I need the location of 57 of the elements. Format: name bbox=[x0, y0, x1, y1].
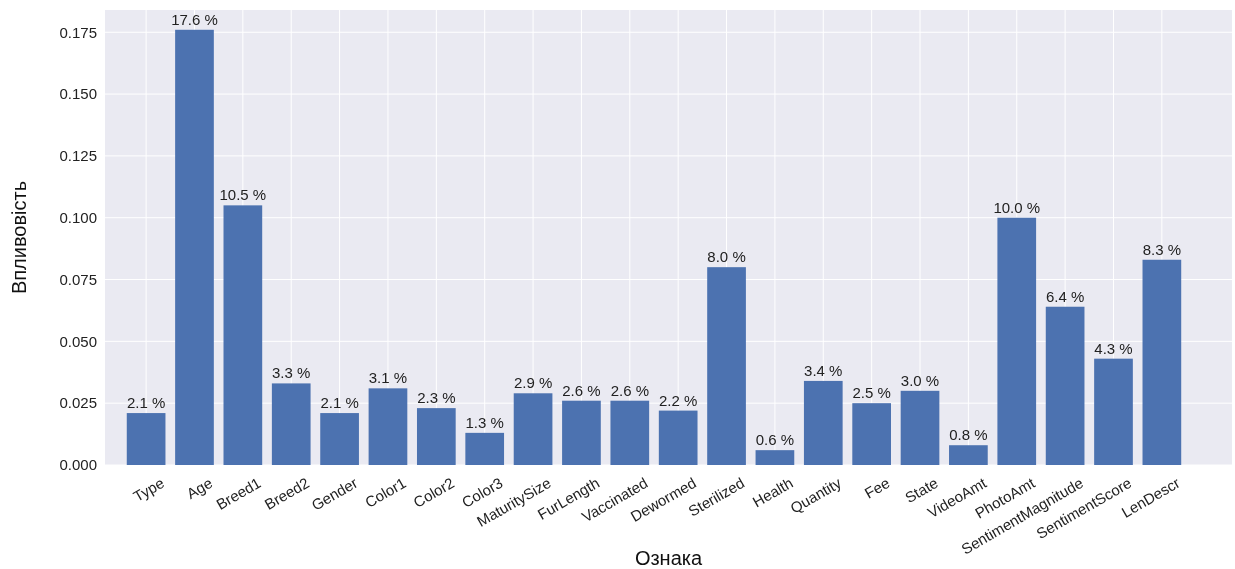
bar bbox=[610, 400, 650, 465]
data-label: 0.8 % bbox=[949, 426, 988, 444]
bar bbox=[368, 388, 408, 465]
bar bbox=[175, 29, 214, 465]
y-tick-label: 0.075 bbox=[59, 270, 97, 288]
data-label: 2.9 % bbox=[513, 374, 553, 392]
x-axis-title: Ознака bbox=[634, 547, 703, 569]
bar bbox=[755, 450, 795, 465]
bar bbox=[513, 393, 553, 465]
bar bbox=[1094, 358, 1133, 465]
data-label: 3.1 % bbox=[368, 369, 408, 387]
y-tick-label: 0.175 bbox=[59, 23, 97, 41]
data-label: 4.3 % bbox=[1094, 339, 1133, 357]
data-label: 2.1 % bbox=[126, 394, 166, 412]
data-label: 10.0 % bbox=[993, 198, 1041, 216]
data-label: 2.1 % bbox=[320, 394, 359, 412]
bar bbox=[126, 413, 166, 465]
x-tick-label: Age bbox=[183, 473, 216, 503]
bar bbox=[900, 390, 940, 465]
x-tick-label: Fee bbox=[861, 473, 893, 502]
data-label: 3.0 % bbox=[900, 371, 940, 389]
bar bbox=[949, 445, 988, 465]
data-label: 17.6 % bbox=[171, 10, 218, 28]
y-axis-title: Впливовість bbox=[8, 180, 30, 295]
data-label: 8.3 % bbox=[1142, 240, 1182, 258]
bar bbox=[1142, 259, 1182, 465]
bar bbox=[707, 267, 746, 465]
bar bbox=[803, 380, 843, 465]
bar bbox=[271, 383, 311, 465]
data-label: 2.6 % bbox=[610, 381, 649, 399]
y-tick-label: 0.050 bbox=[59, 332, 97, 350]
bar bbox=[997, 217, 1037, 465]
y-tick-label: 0.125 bbox=[59, 147, 97, 165]
bar bbox=[416, 408, 456, 465]
data-label: 0.6 % bbox=[755, 431, 795, 449]
bar bbox=[1045, 306, 1085, 465]
y-tick-label: 0.150 bbox=[59, 85, 97, 103]
data-label: 2.5 % bbox=[852, 384, 891, 402]
data-label: 10.5 % bbox=[219, 186, 267, 204]
y-tick-label: 0.100 bbox=[59, 208, 97, 226]
x-tick-label: Type bbox=[130, 473, 167, 505]
bar bbox=[320, 413, 359, 465]
y-tick-label: 0.025 bbox=[59, 394, 97, 412]
bar bbox=[658, 410, 698, 465]
data-label: 2.3 % bbox=[417, 389, 456, 407]
data-label: 1.3 % bbox=[465, 413, 504, 431]
bar bbox=[852, 403, 891, 465]
data-label: 6.4 % bbox=[1045, 287, 1085, 305]
data-label: 3.4 % bbox=[804, 361, 843, 379]
data-label: 3.3 % bbox=[272, 364, 311, 382]
data-label: 8.0 % bbox=[707, 248, 746, 266]
bar bbox=[223, 205, 263, 465]
y-tick-label: 0.000 bbox=[59, 456, 97, 474]
data-label: 2.6 % bbox=[562, 381, 601, 399]
data-label: 2.2 % bbox=[658, 391, 698, 409]
bar bbox=[465, 432, 505, 465]
bar bbox=[562, 400, 601, 465]
